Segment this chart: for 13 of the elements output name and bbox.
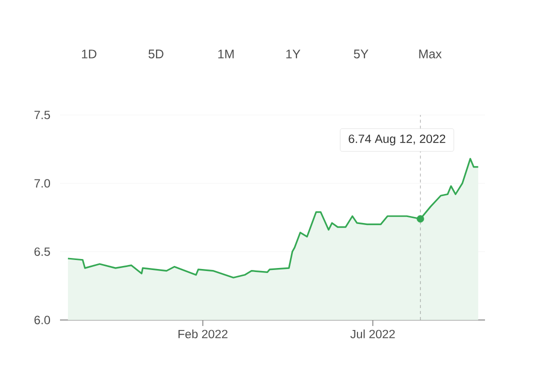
text: 5D [148,50,164,58]
text: 1Y [286,50,300,58]
annotation: 6.74 Aug 12, 2022 [348,134,446,146]
x-tick-label: Feb 2022 [178,330,228,338]
text: 1D [82,50,96,58]
text: 1M [218,50,234,58]
y-tick-label: 6.0 [34,316,50,324]
y-tick-label: 7.5 [34,110,50,120]
text: Max [419,50,442,58]
x-tick-label: Jul 2022 [350,330,395,338]
y-tick-label: 7.0 [34,179,50,188]
y-tick-label: 6.5 [34,247,50,256]
text: 5Y [354,50,368,58]
